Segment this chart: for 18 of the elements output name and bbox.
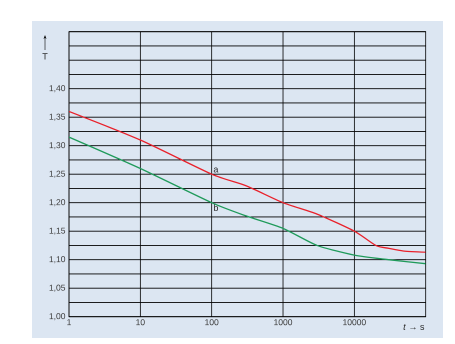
x-tick-label: 1 — [67, 319, 71, 326]
x-tick-label: 10 — [136, 319, 145, 326]
y-tick-label: 1,35 — [50, 114, 66, 121]
y-axis-title: T — [42, 53, 48, 60]
x-tick-label: 100 — [205, 319, 218, 326]
y-tick-label: 1,10 — [50, 256, 66, 264]
series-label: b — [214, 204, 218, 212]
y-tick-label: 1,15 — [50, 228, 66, 235]
y-tick-label: 1,30 — [50, 142, 66, 150]
y-tick-label: 1,00 — [50, 313, 66, 320]
y-tick-label: 1,25 — [50, 170, 66, 178]
x-tick-label: 10000 — [343, 319, 366, 326]
y-tick-label: 1,05 — [50, 284, 66, 292]
y-tick-label: 1,40 — [50, 85, 66, 92]
y-tick-label: 1,20 — [50, 199, 66, 206]
x-axis-title: t → s — [404, 324, 424, 330]
series-label: a — [214, 168, 218, 172]
x-tick-label: 1000 — [274, 319, 292, 326]
